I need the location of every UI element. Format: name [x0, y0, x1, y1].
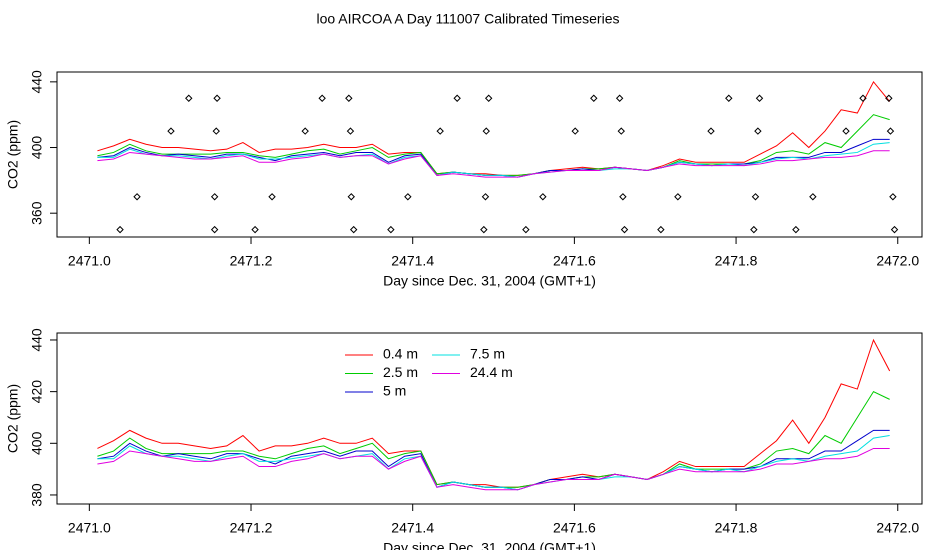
y-axis-label: CO2 (ppm) [5, 384, 21, 453]
y-tick-label: 420 [29, 380, 45, 404]
scatter-point [886, 127, 895, 135]
x-axis-label: Day since Dec. 31, 2004 (GMT+1) [383, 540, 596, 550]
scatter-point [345, 94, 353, 102]
scatter-point [842, 127, 850, 135]
scatter-point [116, 225, 124, 234]
scatter-point [889, 193, 897, 201]
y-tick-label: 440 [29, 70, 45, 94]
y-tick-label: 440 [29, 328, 45, 352]
series-line [97, 447, 890, 491]
scatter-point [792, 225, 800, 234]
series-line [97, 80, 891, 176]
scatter-point [347, 193, 355, 201]
scatter-point [885, 94, 893, 102]
scatter-point [185, 94, 193, 102]
scatter-point [212, 127, 220, 135]
x-tick-label: 2472.0 [876, 520, 919, 536]
scatter-point [167, 127, 175, 135]
scatter-point [387, 225, 395, 234]
scatter-point [619, 193, 627, 201]
scatter-point [482, 127, 490, 135]
scatter-point [571, 127, 579, 135]
x-tick-label: 2471.4 [391, 520, 434, 536]
legend-label: 24.4 m [470, 364, 513, 380]
x-tick-label: 2471.2 [230, 253, 273, 269]
scatter-point [436, 127, 444, 135]
x-tick-label: 2471.8 [715, 253, 758, 269]
x-tick-label: 2471.0 [68, 520, 111, 536]
series-line [97, 435, 890, 491]
scatter-point [620, 225, 629, 234]
x-tick-label: 2472.0 [876, 253, 919, 269]
y-axis-label: CO2 (ppm) [5, 120, 21, 189]
scatter-point [707, 127, 715, 135]
scatter-point [657, 225, 665, 234]
scatter-point [453, 94, 461, 102]
scatter-point [859, 94, 867, 102]
scatter-point [590, 94, 598, 102]
series-line [97, 150, 890, 178]
x-tick-label: 2471.2 [230, 520, 273, 536]
scatter-point [522, 225, 530, 234]
legend-label: 5 m [383, 383, 406, 399]
y-tick-label: 400 [29, 136, 45, 160]
scatter-point [210, 225, 219, 234]
x-tick-label: 2471.6 [553, 520, 596, 536]
scatter-point [615, 94, 624, 102]
legend-label: 0.4 m [383, 346, 418, 362]
x-tick-label: 2471.8 [715, 520, 758, 536]
legend-label: 7.5 m [470, 346, 505, 362]
x-tick-label: 2471.4 [391, 253, 434, 269]
scatter-point [213, 94, 221, 102]
x-tick-label: 2471.6 [553, 253, 596, 269]
scatter-point [754, 127, 762, 135]
plot-frame [56, 71, 923, 238]
x-axis-label: Day since Dec. 31, 2004 (GMT+1) [383, 273, 596, 289]
scatter-point [349, 225, 358, 234]
series-line [97, 142, 890, 178]
x-tick-label: 2471.0 [68, 253, 111, 269]
y-tick-label: 360 [29, 201, 45, 225]
scatter-point [751, 193, 760, 201]
scatter-point [809, 193, 817, 201]
scatter-point [750, 225, 758, 234]
scatter-point [890, 225, 899, 234]
scatter-point [539, 193, 547, 201]
page-title: loo AIRCOA A Day 111007 Calibrated Times… [317, 11, 620, 27]
scatter-point [318, 94, 326, 102]
scatter-point [484, 94, 493, 102]
scatter-point [404, 193, 412, 201]
y-tick-label: 380 [29, 483, 45, 507]
scatter-point [481, 193, 490, 201]
scatter-point [301, 127, 309, 135]
series-line [97, 338, 891, 488]
scatter-point [725, 94, 733, 102]
scatter-point [617, 127, 625, 135]
y-tick-label: 400 [29, 431, 45, 455]
legend-label: 2.5 m [383, 364, 418, 380]
scatter-point [346, 127, 355, 135]
scatter-point [210, 193, 219, 201]
scatter-point [268, 193, 276, 201]
scatter-point [755, 94, 764, 102]
scatter-point [133, 193, 141, 201]
scatter-point [674, 193, 682, 201]
scatter-point [480, 225, 488, 234]
plot-frame [56, 332, 923, 505]
scatter-point [251, 225, 259, 234]
